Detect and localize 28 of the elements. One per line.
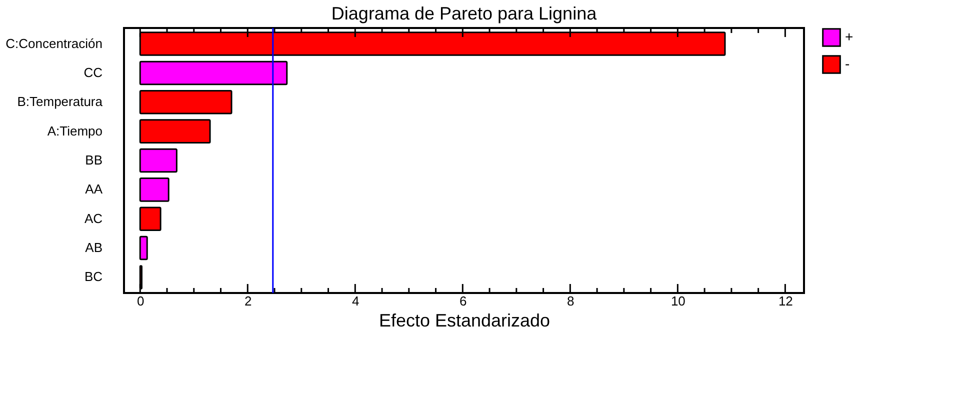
y-tick-label: AB xyxy=(85,240,102,256)
bar xyxy=(139,119,211,144)
y-tick-label: CC xyxy=(84,64,102,80)
y-tick-label: AC xyxy=(84,210,102,226)
x-tick-label: 4 xyxy=(352,294,360,308)
bar xyxy=(139,148,178,173)
y-tick-label: BB xyxy=(85,152,102,168)
y-tick-label: B:Temperatura xyxy=(17,94,104,110)
chart-title: Diagrama de Pareto para Lignina xyxy=(331,3,598,24)
y-tick-label: A:Tiempo xyxy=(47,123,102,138)
bar xyxy=(139,236,148,260)
bar xyxy=(139,206,162,231)
x-tick-label: 0 xyxy=(137,294,144,308)
bar xyxy=(139,32,726,56)
x-axis-title: Efecto Estandarizado xyxy=(378,310,550,330)
y-tick-label: BC xyxy=(84,269,102,284)
legend-label: + xyxy=(845,28,854,44)
x-tick-label: 2 xyxy=(244,294,252,308)
x-tick-label: 8 xyxy=(567,294,574,308)
bar xyxy=(139,178,170,202)
y-tick-label: AA xyxy=(85,182,103,197)
bar xyxy=(139,90,232,114)
bar xyxy=(139,60,288,86)
x-tick-label: 12 xyxy=(778,294,793,308)
y-tick-label: C:Concentración xyxy=(6,36,102,51)
x-tick-label: 10 xyxy=(670,294,686,308)
legend-label: - xyxy=(845,56,850,72)
x-tick-label: 6 xyxy=(460,294,467,308)
